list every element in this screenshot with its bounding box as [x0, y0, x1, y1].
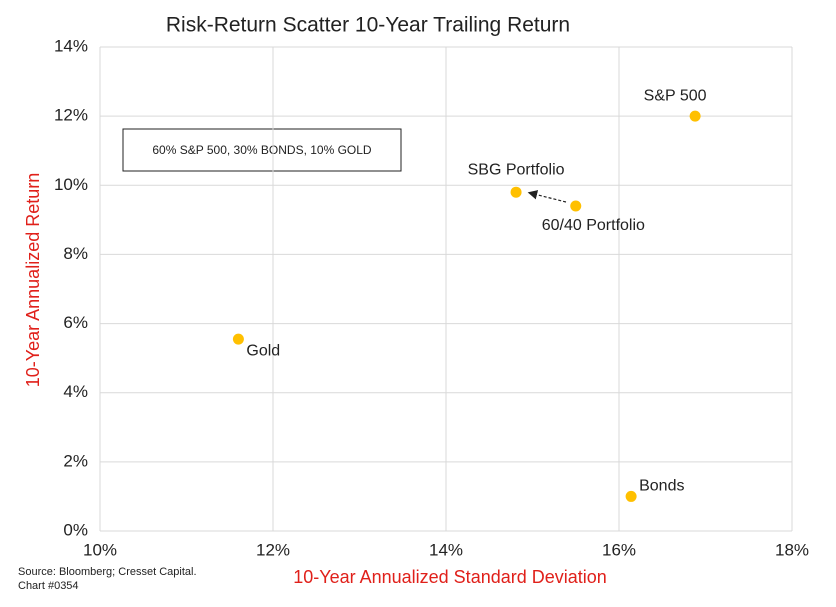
x-tick-label: 12% [256, 540, 290, 559]
point-label: 60/40 Portfolio [542, 217, 645, 234]
point-label: SBG Portfolio [468, 161, 565, 178]
point [232, 333, 244, 345]
annotation: 60% S&P 500, 30% BONDS, 10% GOLD [152, 143, 372, 157]
x-tick-label: 16% [602, 540, 636, 559]
y-tick-label: 0% [63, 520, 88, 539]
source: Source: Bloomberg; Cresset Capital. [18, 566, 197, 578]
point [510, 186, 522, 198]
y-axis-title: 10-Year Annualized Return [23, 173, 43, 388]
x-tick-label: 18% [775, 540, 809, 559]
y-tick-label: 4% [63, 382, 88, 401]
chart-title: Risk-Return Scatter 10-Year Trailing Ret… [166, 14, 570, 37]
x-tick-label: 14% [429, 540, 463, 559]
x-tick-label: 10% [83, 540, 117, 559]
chart-number: Chart #0354 [18, 580, 79, 592]
point-label: S&P 500 [644, 87, 707, 104]
y-tick-label: 6% [63, 313, 88, 332]
arrow [527, 190, 567, 203]
y-tick-label: 14% [54, 36, 88, 55]
y-tick-label: 10% [54, 175, 88, 194]
point [570, 200, 582, 212]
y-tick-label: 2% [63, 451, 88, 470]
y-tick-label: 8% [63, 244, 88, 263]
y-tick-label: 12% [54, 106, 88, 125]
annotation-box [122, 128, 402, 172]
x-axis-title: 10-Year Annualized Standard Deviation [293, 567, 607, 587]
point-label: Gold [246, 342, 280, 359]
point-label: Bonds [639, 478, 684, 495]
point [625, 490, 637, 502]
point [689, 110, 701, 122]
